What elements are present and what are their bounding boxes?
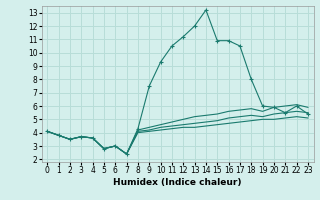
X-axis label: Humidex (Indice chaleur): Humidex (Indice chaleur)	[113, 178, 242, 187]
